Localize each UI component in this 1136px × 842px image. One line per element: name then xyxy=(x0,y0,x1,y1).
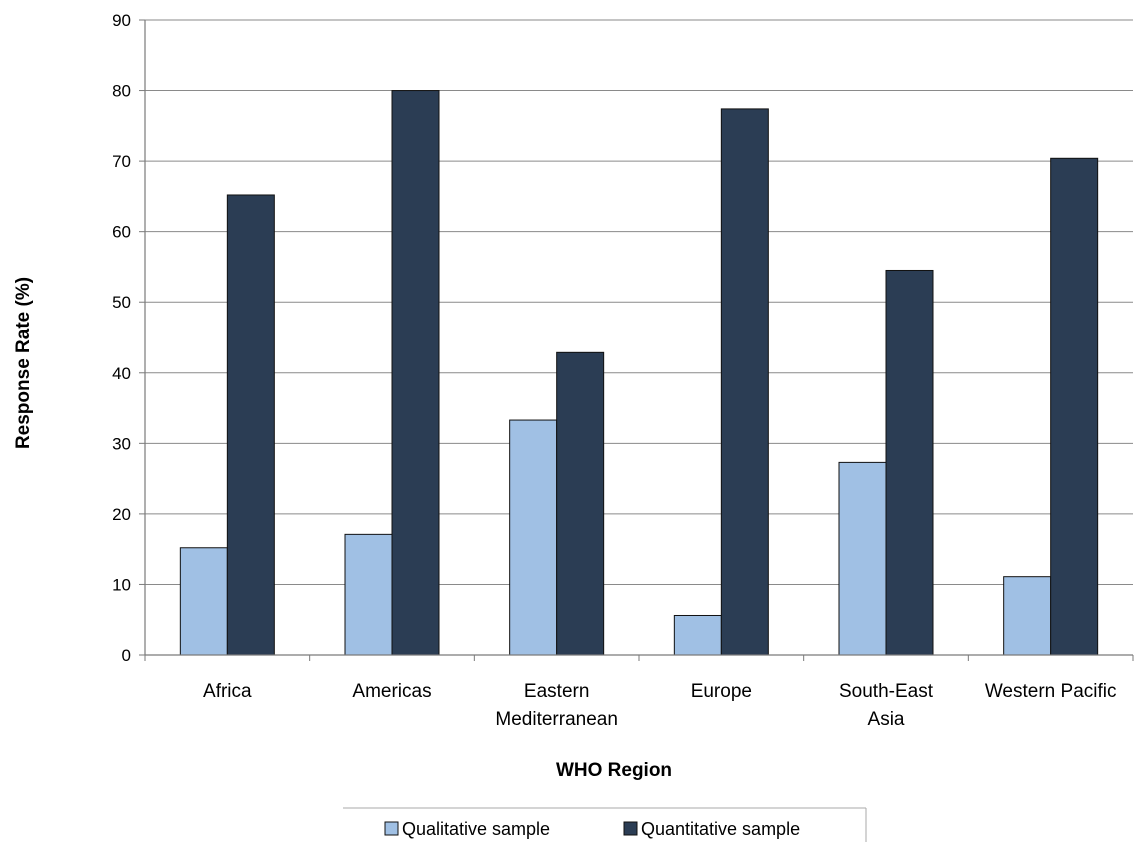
x-category-label: Mediterranean xyxy=(495,709,618,730)
bar-qualitative xyxy=(673,614,722,656)
bar-quantitative xyxy=(720,108,769,656)
x-category-label: Africa xyxy=(203,681,252,702)
bar-quantitative xyxy=(1050,157,1099,656)
y-tick-label: 80 xyxy=(112,82,131,101)
x-category-label: Asia xyxy=(868,709,905,730)
y-tick-label: 30 xyxy=(112,434,131,453)
x-axis-title: WHO Region xyxy=(556,760,672,781)
axes xyxy=(144,20,1134,661)
y-tick-label: 40 xyxy=(112,364,131,383)
bar-quantitative xyxy=(556,351,605,656)
x-category-label: Europe xyxy=(691,681,752,702)
legend-swatch xyxy=(384,821,399,836)
bar-qualitative xyxy=(838,461,887,656)
legend-swatch xyxy=(623,821,638,836)
y-tick-label: 10 xyxy=(112,575,131,594)
y-tick-label: 50 xyxy=(112,293,131,312)
y-tick-labels: 0 10 20 30 40 50 60 70 80 90 xyxy=(112,11,131,665)
bar-quantitative xyxy=(391,90,440,656)
legend-label: Quantitative sample xyxy=(641,819,800,839)
x-category-labels: Africa Americas Eastern Mediterranean Europe… xyxy=(203,681,1116,730)
bar-qualitative xyxy=(344,533,393,656)
bars xyxy=(179,90,1099,656)
gridlines xyxy=(139,19,1133,656)
legend-label: Qualitative sample xyxy=(402,819,550,839)
y-tick-label: 70 xyxy=(112,152,131,171)
bar-qualitative xyxy=(1003,576,1052,656)
y-tick-label: 90 xyxy=(112,11,131,30)
x-category-label: South-East xyxy=(839,681,934,702)
y-tick-label: 60 xyxy=(112,223,131,242)
bar-qualitative xyxy=(509,419,558,656)
x-category-label: Eastern xyxy=(524,681,589,702)
y-axis-title: Response Rate (%) xyxy=(13,277,34,449)
bar-quantitative xyxy=(226,194,275,656)
x-category-label: Americas xyxy=(352,681,431,702)
bar-qualitative xyxy=(179,547,228,656)
y-tick-label: 0 xyxy=(122,646,131,665)
legend: Qualitative sample Quantitative sample xyxy=(343,807,867,842)
bar-quantitative xyxy=(885,269,934,656)
y-tick-label: 20 xyxy=(112,505,131,524)
x-category-label: Western Pacific xyxy=(985,681,1117,702)
